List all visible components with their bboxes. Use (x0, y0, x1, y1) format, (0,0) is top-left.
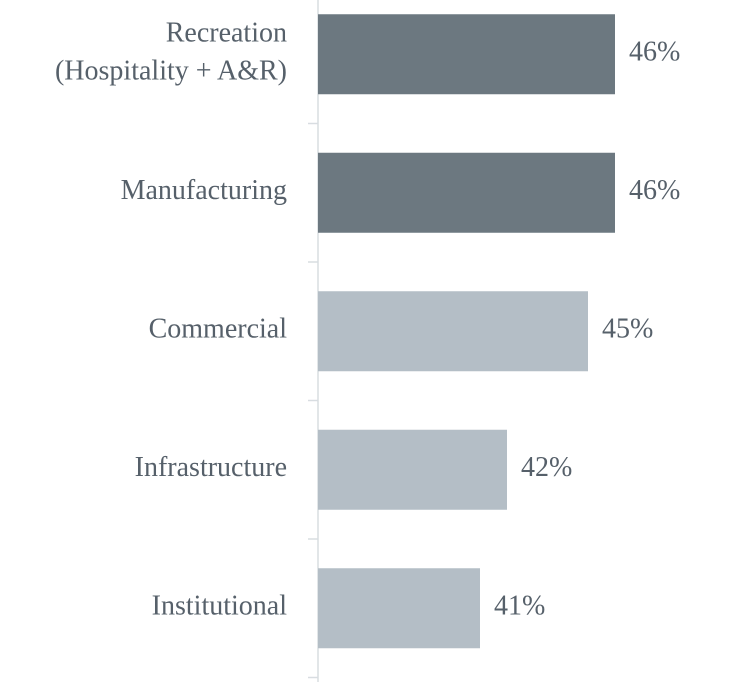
value-label: 46% (629, 175, 680, 206)
value-label: 46% (629, 37, 680, 68)
bar (318, 291, 588, 372)
category-label: Manufacturing (121, 175, 287, 206)
value-label: 42% (521, 452, 572, 483)
value-label: 41% (494, 591, 545, 622)
category-label: Infrastructure (135, 452, 287, 483)
bar (318, 14, 615, 95)
value-label: 45% (602, 314, 653, 345)
bar (318, 568, 480, 649)
bar (318, 152, 615, 233)
bar (318, 429, 507, 510)
category-label: Institutional (152, 591, 288, 622)
category-label: Recreation (Hospitality + A&R) (55, 18, 287, 87)
category-label: Commercial (149, 314, 288, 345)
